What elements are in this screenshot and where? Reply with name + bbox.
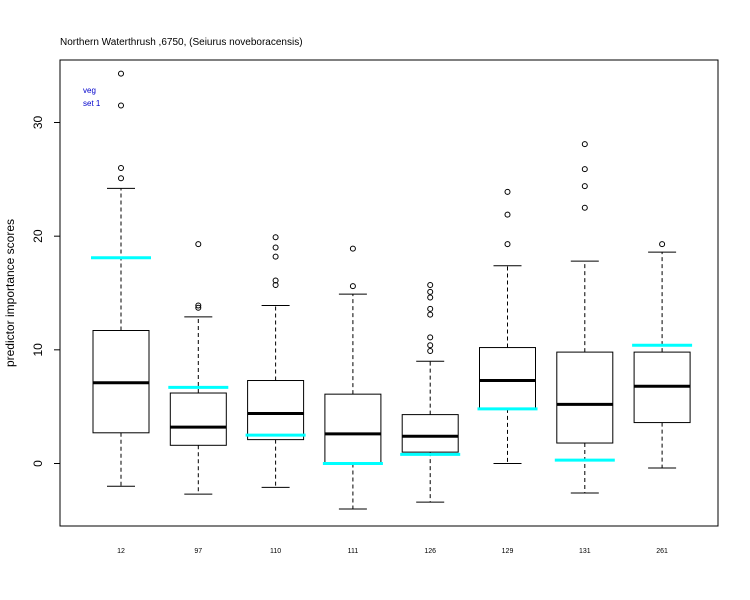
x-tick-label: 126 [424, 548, 436, 555]
outlier-point [118, 164, 124, 171]
box-iqr [247, 380, 305, 441]
outlier-point [581, 183, 588, 190]
outlier-point [581, 166, 588, 173]
x-tick-label: 131 [579, 548, 591, 555]
outlier-point [272, 244, 279, 251]
outlier-point [659, 241, 666, 248]
y-tick-label: 10 [31, 343, 45, 357]
x-tick-label: 110 [270, 548, 281, 555]
outlier-point [195, 304, 202, 311]
box-iqr [401, 414, 459, 453]
outlier-point [272, 234, 279, 241]
box-group [168, 241, 229, 495]
outlier-point [427, 342, 434, 349]
outlier-point [349, 245, 356, 252]
outlier-point [195, 302, 202, 309]
outlier-point [427, 282, 434, 289]
box-iqr [324, 393, 382, 464]
outlier-point [272, 253, 279, 260]
outlier-point [349, 283, 356, 290]
outlier-point [581, 141, 588, 148]
box-group [632, 241, 693, 469]
outlier-point [427, 311, 434, 318]
box-group [322, 245, 383, 510]
x-tick-label: 97 [194, 548, 202, 555]
box-group [91, 70, 151, 487]
outlier-point [427, 305, 434, 312]
outlier-point [118, 102, 124, 109]
outlier-point [504, 211, 511, 218]
outlier-point [272, 277, 279, 284]
outlier-point [427, 334, 434, 341]
box-group [477, 188, 538, 464]
plot-frame [59, 59, 719, 527]
outlier-point [118, 175, 124, 182]
y-axis: 0 10 20 30 [31, 116, 61, 467]
x-tick-label: 12 [117, 548, 125, 555]
box-group [400, 282, 461, 503]
outlier-point [427, 294, 434, 301]
outlier-point [504, 241, 511, 248]
outlier-point [504, 188, 511, 195]
box-group [554, 141, 615, 494]
legend-text-veg: veg [83, 86, 96, 95]
x-tick-label: 129 [502, 548, 514, 555]
x-tick-label: 111 [348, 548, 359, 555]
boxes-group [91, 70, 693, 510]
x-axis-labels: 12 97 110 111 126 129 131 261 [117, 548, 668, 555]
legend-text-set: set 1 [83, 99, 101, 108]
outlier-point [195, 241, 202, 248]
box-iqr [479, 347, 536, 410]
y-tick-label: 20 [31, 229, 45, 243]
y-tick-label: 0 [31, 460, 45, 467]
outlier-point [427, 288, 434, 295]
y-tick-label: 30 [31, 116, 45, 130]
x-tick-label: 261 [656, 548, 668, 555]
chart-title: Northern Waterthrush ,6750, (Seiurus nov… [60, 37, 303, 48]
outlier-point [118, 70, 124, 77]
box-iqr [169, 392, 227, 446]
box-group [245, 234, 306, 488]
box-iqr [556, 351, 614, 444]
outlier-point [581, 204, 588, 211]
y-axis-label: predictor importance scores [3, 219, 17, 367]
outlier-point [427, 347, 434, 354]
